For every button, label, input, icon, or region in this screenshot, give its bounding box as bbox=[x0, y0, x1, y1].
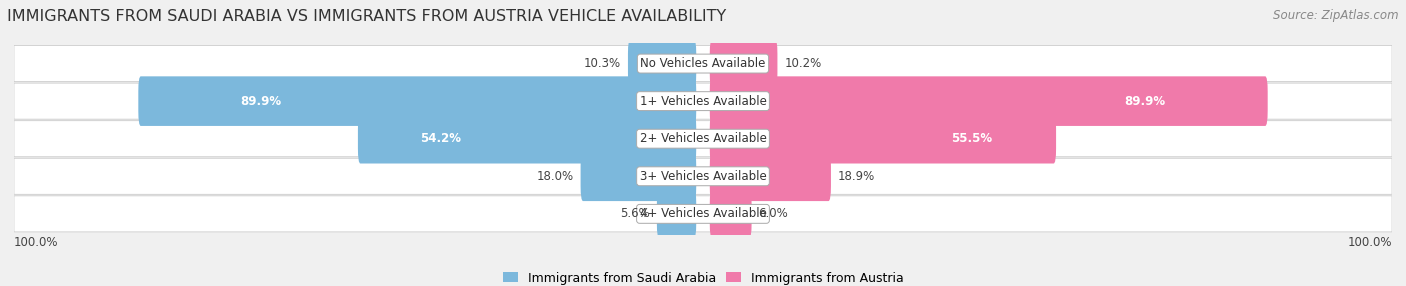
FancyBboxPatch shape bbox=[359, 114, 696, 164]
Text: 100.0%: 100.0% bbox=[1347, 236, 1392, 249]
FancyBboxPatch shape bbox=[14, 158, 1392, 194]
Text: 55.5%: 55.5% bbox=[950, 132, 993, 145]
FancyBboxPatch shape bbox=[710, 76, 1268, 126]
Text: Source: ZipAtlas.com: Source: ZipAtlas.com bbox=[1274, 9, 1399, 21]
FancyBboxPatch shape bbox=[138, 76, 696, 126]
Text: 3+ Vehicles Available: 3+ Vehicles Available bbox=[640, 170, 766, 183]
FancyBboxPatch shape bbox=[657, 189, 696, 239]
Text: 100.0%: 100.0% bbox=[14, 236, 59, 249]
FancyBboxPatch shape bbox=[628, 39, 696, 88]
Text: 89.9%: 89.9% bbox=[1125, 95, 1166, 108]
Text: 1+ Vehicles Available: 1+ Vehicles Available bbox=[640, 95, 766, 108]
FancyBboxPatch shape bbox=[710, 39, 778, 88]
Text: No Vehicles Available: No Vehicles Available bbox=[640, 57, 766, 70]
Text: 54.2%: 54.2% bbox=[420, 132, 461, 145]
Text: 18.0%: 18.0% bbox=[537, 170, 574, 183]
Legend: Immigrants from Saudi Arabia, Immigrants from Austria: Immigrants from Saudi Arabia, Immigrants… bbox=[498, 267, 908, 286]
FancyBboxPatch shape bbox=[14, 196, 1392, 232]
FancyBboxPatch shape bbox=[710, 189, 752, 239]
Text: 89.9%: 89.9% bbox=[240, 95, 281, 108]
Text: 4+ Vehicles Available: 4+ Vehicles Available bbox=[640, 207, 766, 220]
FancyBboxPatch shape bbox=[581, 152, 696, 201]
Text: 2+ Vehicles Available: 2+ Vehicles Available bbox=[640, 132, 766, 145]
Text: 10.2%: 10.2% bbox=[785, 57, 821, 70]
Text: 18.9%: 18.9% bbox=[838, 170, 875, 183]
Text: 10.3%: 10.3% bbox=[583, 57, 621, 70]
FancyBboxPatch shape bbox=[14, 83, 1392, 119]
FancyBboxPatch shape bbox=[14, 121, 1392, 157]
FancyBboxPatch shape bbox=[14, 45, 1392, 82]
Text: 6.0%: 6.0% bbox=[758, 207, 789, 220]
FancyBboxPatch shape bbox=[710, 114, 1056, 164]
Text: 5.6%: 5.6% bbox=[620, 207, 650, 220]
FancyBboxPatch shape bbox=[710, 152, 831, 201]
Text: IMMIGRANTS FROM SAUDI ARABIA VS IMMIGRANTS FROM AUSTRIA VEHICLE AVAILABILITY: IMMIGRANTS FROM SAUDI ARABIA VS IMMIGRAN… bbox=[7, 9, 727, 23]
